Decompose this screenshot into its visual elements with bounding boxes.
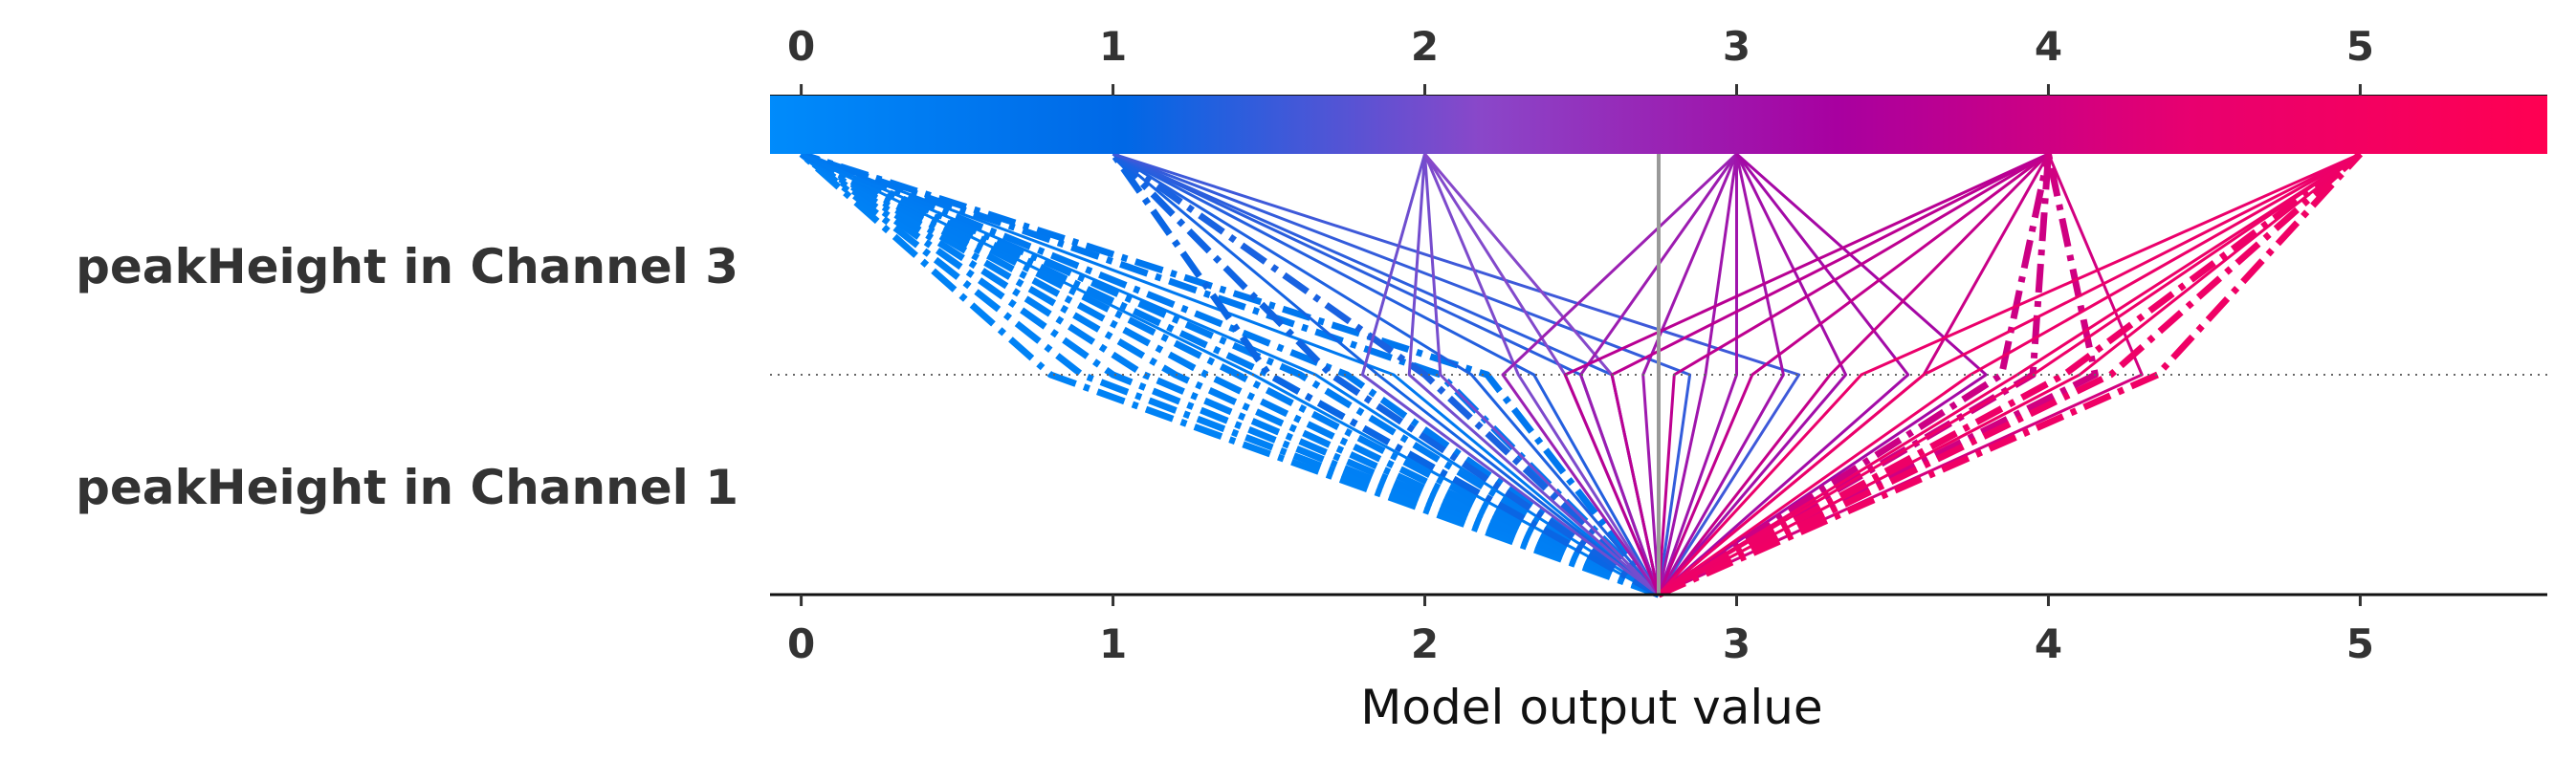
decision-path (799, 151, 1661, 598)
decision-path (1110, 151, 1661, 598)
bottom-axis-ticks: 0 1 2 3 4 5 (787, 595, 2374, 667)
decision-path (1111, 151, 1662, 597)
decision-path (1658, 153, 2050, 597)
bottom-tick-label: 2 (1411, 620, 1439, 667)
decision-path (799, 150, 1661, 598)
decision-paths (799, 150, 2364, 598)
decision-path (1112, 152, 1660, 597)
top-tick-label: 0 (787, 23, 815, 70)
top-tick-label: 2 (1411, 23, 1439, 70)
decision-path (1423, 153, 1661, 596)
top-tick-label: 4 (2035, 23, 2062, 70)
decision-path (800, 150, 1661, 598)
decision-path (1111, 151, 1661, 597)
decision-path (1360, 153, 1660, 597)
decision-path (801, 152, 1660, 597)
decision-path (1657, 152, 2050, 596)
bottom-tick-label: 4 (2035, 620, 2062, 667)
bottom-tick-label: 3 (1723, 620, 1750, 667)
top-tick-label: 5 (2346, 23, 2374, 70)
decision-path (1658, 152, 2362, 597)
decision-path (1658, 153, 1910, 597)
decision-path (1657, 154, 1738, 596)
decision-path (799, 151, 1661, 598)
top-tick-label: 1 (1099, 23, 1127, 70)
decision-path (1112, 152, 1661, 596)
feature-label-channel-1: peakHeight in Channel 1 (76, 460, 738, 515)
decision-path (799, 151, 1661, 598)
decision-path (1579, 153, 1738, 596)
decision-path (1563, 152, 2050, 596)
top-tick-label: 3 (1723, 23, 1750, 70)
decision-path (1112, 152, 1801, 596)
decision-path (1657, 152, 2050, 596)
decision-path (1657, 153, 2052, 597)
feature-label-channel-3: peakHeight in Channel 3 (76, 239, 738, 294)
bottom-tick-label: 1 (1099, 620, 1127, 667)
decision-path (1657, 152, 2362, 597)
decision-path (1657, 153, 2052, 598)
decision-path (1658, 152, 2362, 597)
decision-path (1407, 153, 1660, 597)
decision-path (1657, 151, 2364, 598)
bottom-tick-label: 5 (2346, 620, 2374, 667)
decision-path (1658, 152, 2362, 597)
x-axis-title: Model output value (1360, 680, 1822, 735)
bottom-tick-label: 0 (787, 620, 815, 667)
colorbar (770, 96, 2547, 154)
decision-path (1657, 152, 2050, 596)
decision-path (800, 150, 1661, 597)
decision-path (1112, 152, 1661, 596)
decision-path (800, 150, 1662, 597)
decision-path (1423, 153, 1661, 597)
decision-path (1657, 153, 1785, 596)
decision-path (800, 150, 1662, 597)
decision-path (801, 152, 1660, 597)
decision-path (1657, 153, 1848, 596)
top-axis-ticks: 0 1 2 3 4 5 (787, 23, 2374, 96)
